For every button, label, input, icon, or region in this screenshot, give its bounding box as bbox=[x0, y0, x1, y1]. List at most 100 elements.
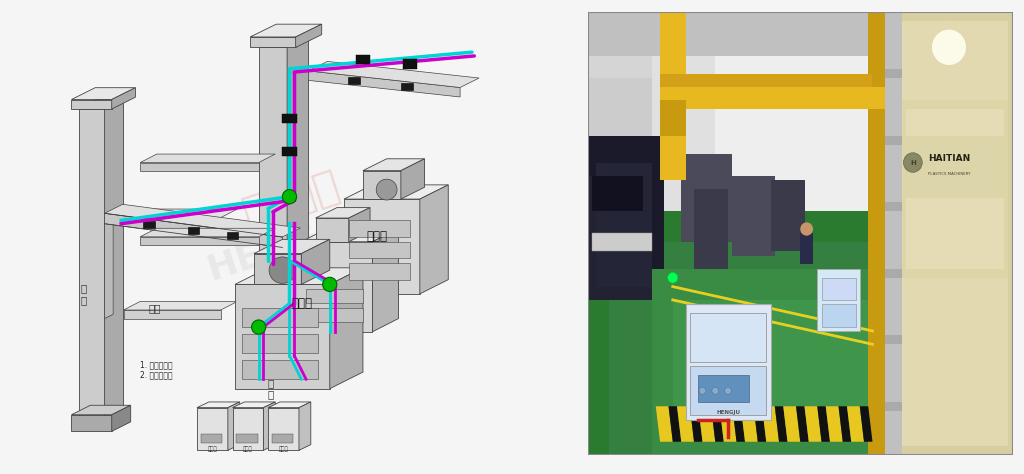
Bar bbox=[306, 289, 362, 303]
Polygon shape bbox=[140, 228, 275, 237]
Polygon shape bbox=[711, 406, 724, 442]
Bar bbox=[868, 12, 898, 455]
Bar bbox=[800, 233, 813, 264]
Polygon shape bbox=[698, 406, 715, 442]
Bar bbox=[885, 12, 902, 455]
Polygon shape bbox=[362, 171, 400, 199]
Polygon shape bbox=[373, 228, 398, 332]
Polygon shape bbox=[124, 209, 238, 218]
Polygon shape bbox=[847, 406, 864, 442]
Polygon shape bbox=[860, 406, 872, 442]
Polygon shape bbox=[232, 402, 275, 408]
Polygon shape bbox=[234, 268, 362, 284]
Polygon shape bbox=[740, 406, 758, 442]
Bar bbox=[902, 21, 1009, 446]
Text: 恒嶋机械: 恒嶋机械 bbox=[238, 164, 346, 235]
Polygon shape bbox=[805, 406, 821, 442]
Bar bbox=[227, 232, 239, 239]
Polygon shape bbox=[268, 402, 311, 408]
Bar bbox=[885, 336, 902, 344]
Bar bbox=[732, 176, 775, 255]
Bar bbox=[817, 269, 860, 331]
Circle shape bbox=[323, 277, 337, 292]
Polygon shape bbox=[104, 213, 113, 319]
Polygon shape bbox=[817, 406, 830, 442]
Text: PLASTICS MACHINERY: PLASTICS MACHINERY bbox=[928, 172, 971, 175]
Bar bbox=[588, 12, 1013, 56]
Bar bbox=[868, 12, 898, 455]
Bar bbox=[715, 56, 928, 255]
Bar bbox=[596, 163, 651, 287]
Bar bbox=[242, 334, 317, 353]
Polygon shape bbox=[124, 218, 221, 226]
Text: 冷水机: 冷水机 bbox=[279, 447, 289, 452]
Text: 立
柱: 立 柱 bbox=[80, 283, 86, 305]
Polygon shape bbox=[344, 199, 420, 294]
Polygon shape bbox=[400, 159, 425, 199]
Polygon shape bbox=[268, 408, 299, 450]
Polygon shape bbox=[315, 218, 349, 242]
Polygon shape bbox=[250, 321, 296, 339]
Polygon shape bbox=[250, 24, 322, 37]
Text: HENGJU: HENGJU bbox=[716, 410, 740, 415]
Polygon shape bbox=[104, 100, 124, 417]
Polygon shape bbox=[232, 408, 263, 450]
Bar bbox=[609, 242, 991, 455]
Text: 冷水机: 冷水机 bbox=[243, 447, 253, 452]
Bar bbox=[237, 434, 258, 443]
Bar bbox=[651, 56, 991, 300]
Bar bbox=[187, 227, 200, 234]
Polygon shape bbox=[349, 208, 370, 242]
Polygon shape bbox=[296, 310, 317, 339]
Bar bbox=[885, 70, 902, 78]
Bar bbox=[868, 87, 910, 109]
Polygon shape bbox=[754, 406, 766, 442]
Polygon shape bbox=[263, 402, 275, 450]
Polygon shape bbox=[250, 37, 296, 47]
Polygon shape bbox=[72, 415, 112, 431]
Bar bbox=[770, 180, 805, 251]
Polygon shape bbox=[72, 88, 135, 100]
Polygon shape bbox=[124, 301, 238, 310]
Polygon shape bbox=[112, 88, 135, 109]
Bar bbox=[660, 12, 685, 180]
Bar bbox=[403, 59, 418, 69]
Polygon shape bbox=[287, 37, 308, 322]
Bar bbox=[660, 87, 872, 109]
Polygon shape bbox=[308, 62, 479, 88]
Polygon shape bbox=[362, 159, 425, 171]
Text: HENGJV: HENGJV bbox=[203, 206, 362, 287]
Bar bbox=[588, 176, 651, 300]
Polygon shape bbox=[783, 406, 800, 442]
Polygon shape bbox=[344, 185, 449, 199]
Circle shape bbox=[800, 222, 813, 236]
Polygon shape bbox=[104, 213, 283, 247]
Polygon shape bbox=[299, 402, 311, 450]
Bar bbox=[690, 366, 766, 415]
Bar bbox=[906, 109, 1005, 269]
Bar bbox=[349, 242, 411, 258]
Bar bbox=[885, 269, 902, 278]
Bar bbox=[592, 233, 651, 251]
Text: 立
柱: 立 柱 bbox=[267, 378, 273, 400]
Circle shape bbox=[932, 29, 966, 65]
Bar bbox=[902, 100, 1009, 278]
Circle shape bbox=[252, 320, 266, 334]
Polygon shape bbox=[315, 208, 370, 218]
Bar bbox=[698, 375, 750, 402]
Polygon shape bbox=[301, 228, 398, 242]
Bar bbox=[348, 77, 359, 84]
Polygon shape bbox=[259, 37, 308, 47]
Bar bbox=[588, 12, 1013, 145]
Polygon shape bbox=[330, 268, 362, 389]
Polygon shape bbox=[677, 406, 694, 442]
Circle shape bbox=[903, 153, 923, 172]
Bar bbox=[673, 300, 906, 433]
Polygon shape bbox=[234, 284, 330, 389]
Polygon shape bbox=[112, 405, 131, 431]
Bar bbox=[660, 12, 685, 180]
Bar bbox=[885, 136, 902, 145]
Bar bbox=[306, 308, 362, 322]
Bar bbox=[690, 313, 766, 362]
Bar bbox=[694, 189, 728, 269]
